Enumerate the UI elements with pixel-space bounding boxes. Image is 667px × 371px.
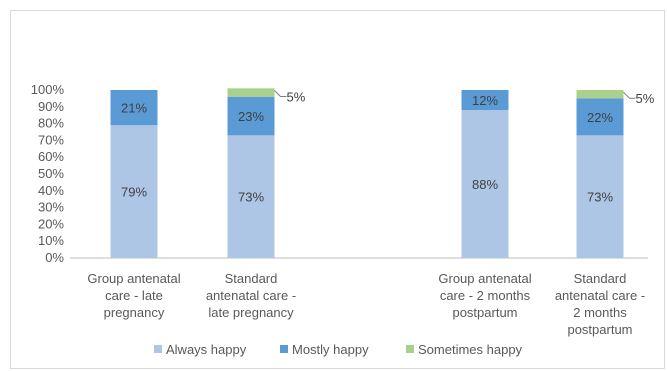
data-labels-layer: 79% 21% 73% 23% 5% 88% 12% 73% 22% 5% (121, 90, 655, 205)
category-label-line: care - late (105, 288, 163, 303)
bar-segment (576, 98, 624, 136)
category-label-line: Standard (225, 271, 278, 286)
category-label-line: postpartum (452, 305, 517, 320)
category-label-line: Standard (574, 271, 627, 286)
category-label-line: 2 months (573, 305, 627, 320)
callout-leader (274, 90, 287, 98)
y-tick-label: 30% (38, 200, 64, 215)
category-label: Group antenatal care - late pregnancy (87, 271, 180, 320)
bar-segment (461, 90, 509, 111)
legend: Always happy Mostly happy Sometimes happy (154, 342, 523, 357)
data-label: 73% (238, 190, 264, 205)
legend-swatch (280, 345, 288, 353)
legend-label: Mostly happy (292, 342, 369, 357)
bar-segment (576, 90, 624, 99)
category-label-line: antenatal care - (206, 288, 296, 303)
y-tick-label: 10% (38, 233, 64, 248)
data-label: 21% (121, 101, 147, 116)
category-label-line: pregnancy (104, 305, 165, 320)
bar-segment (227, 88, 275, 97)
callout-leader (623, 91, 636, 99)
category-label: Group antenatal care - 2 months postpartum (438, 271, 531, 320)
data-label: 88% (472, 177, 498, 192)
data-label: 5% (636, 91, 655, 106)
bar-segment (227, 135, 275, 258)
y-tick-label: 70% (38, 132, 64, 147)
category-labels-layer: Group antenatal care - late pregnancy Stand… (87, 271, 645, 337)
data-label: 79% (121, 185, 147, 200)
data-label: 73% (587, 190, 613, 205)
category-label-line: Group antenatal (87, 271, 180, 286)
bar-segment (110, 125, 158, 258)
category-label-line: antenatal care - (555, 288, 645, 303)
data-label: 22% (587, 110, 613, 125)
bars-layer (110, 88, 624, 258)
y-tick-label: 0% (45, 250, 64, 265)
y-tick-label: 60% (38, 149, 64, 164)
bar-segment (461, 110, 509, 258)
y-tick-label: 20% (38, 216, 64, 231)
data-label: 23% (238, 109, 264, 124)
category-label-line: care - 2 months (440, 288, 531, 303)
y-tick-label: 80% (38, 116, 64, 131)
y-tick-label: 100% (31, 82, 65, 97)
legend-label: Sometimes happy (418, 342, 523, 357)
category-label-line: late pregnancy (208, 305, 294, 320)
legend-label: Always happy (166, 342, 247, 357)
category-label: Standard antenatal care - 2 months postpart… (555, 271, 645, 337)
category-label: Standard antenatal care - late pregnancy (206, 271, 296, 320)
y-tick-label: 90% (38, 99, 64, 114)
legend-swatch (154, 345, 162, 353)
bar-segment (576, 135, 624, 258)
data-label: 12% (472, 93, 498, 108)
bar-segment (110, 90, 158, 126)
category-label-line: Group antenatal (438, 271, 531, 286)
category-label-line: postpartum (567, 322, 632, 337)
bar-segment (227, 96, 275, 136)
data-label: 5% (287, 90, 306, 105)
y-tick-label: 40% (38, 183, 64, 198)
legend-swatch (406, 345, 414, 353)
y-tick-label: 50% (38, 166, 64, 181)
axis-layer: 0% 10% 20%30% 40% 50% 60% 70%80% 90% 100% (31, 82, 648, 265)
